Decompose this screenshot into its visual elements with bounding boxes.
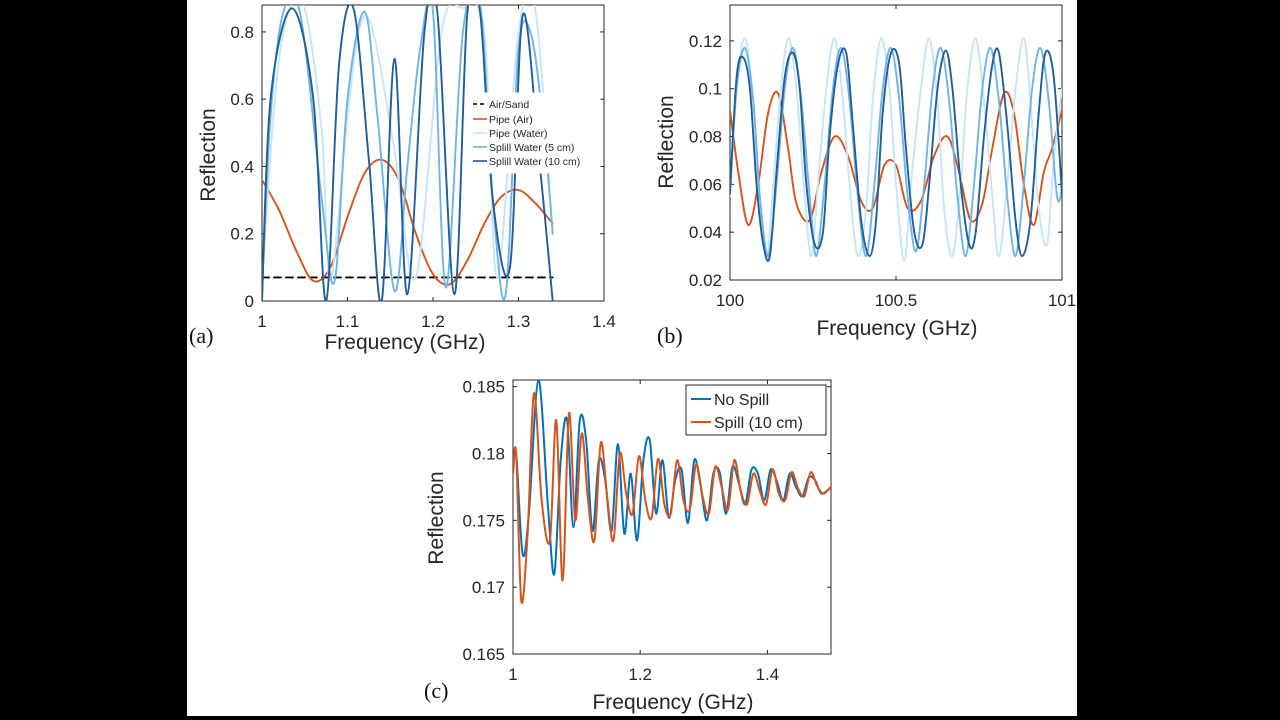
y-tick-label: 0.165 <box>462 645 505 664</box>
x-tick-label: 101 <box>1048 291 1076 310</box>
y-tick-label: 0.175 <box>462 511 505 530</box>
legend-a-spill-5cm: Splill Water (5 cm) <box>489 142 574 154</box>
y-tick-label: 0.02 <box>689 271 722 290</box>
panel-a-ticks: 1 1.1 1.2 1.3 1.4 0 0.2 0.4 0.6 0.8 <box>230 5 616 331</box>
x-tick-label: 1 <box>508 665 517 684</box>
panel-c: 1 1.2 1.4 0.165 0.17 0.175 0.18 0.185 Frequency… <box>424 378 832 714</box>
panel-a: 1 1.1 1.2 1.3 1.4 0 0.2 0.4 0.6 0.8 Frequency (GH… <box>189 4 616 354</box>
panel-b-xlabel: Frequency (GHz) <box>816 317 977 340</box>
series-line-spill-10-cm <box>513 392 831 604</box>
y-tick-label: 0.6 <box>230 90 254 109</box>
x-tick-label: 1.3 <box>507 312 531 331</box>
x-tick-label: 1.4 <box>756 665 780 684</box>
series-line-splill-water-10-cm <box>730 47 1062 262</box>
panel-a-ylabel: Reflection <box>197 108 220 201</box>
panel-a-series <box>262 5 554 301</box>
x-tick-label: 100.5 <box>875 291 918 310</box>
y-tick-label: 0.08 <box>689 128 722 147</box>
y-tick-label: 0.1 <box>698 80 722 99</box>
panel-a-legend: Air/Sand Pipe (Air) Pipe (Water) Splill … <box>467 92 601 174</box>
panel-b-ylabel: Reflection <box>655 95 678 188</box>
panel-b-series <box>730 37 1062 262</box>
series-line-pipe-water <box>262 5 554 282</box>
y-tick-label: 0.18 <box>472 445 505 464</box>
panel-c-legend: No Spill Spill (10 cm) <box>685 384 827 436</box>
panel-c-series <box>513 380 831 604</box>
legend-c-no-spill: No Spill <box>714 392 769 409</box>
panel-c-label: (c) <box>424 678 448 703</box>
y-tick-label: 0.8 <box>230 23 254 42</box>
panel-b: 100 100.5 101 0.02 0.04 0.06 0.08 0.1 0.12 Frequ… <box>655 4 1076 348</box>
legend-a-spill-10cm: Splill Water (10 cm) <box>489 156 580 168</box>
y-tick-label: 0.12 <box>689 32 722 51</box>
legend-a-pipe-water: Pipe (Water) <box>489 128 548 140</box>
y-tick-label: 0.04 <box>689 223 722 242</box>
panel-b-ticks: 100 100.5 101 0.02 0.04 0.06 0.08 0.1 0.12 <box>689 5 1076 310</box>
legend-c-spill-10cm: Spill (10 cm) <box>714 415 803 432</box>
panel-b-label: (b) <box>657 323 683 348</box>
y-tick-label: 0.2 <box>230 225 254 244</box>
x-tick-label: 1.4 <box>592 312 616 331</box>
figure: 1 1.1 1.2 1.3 1.4 0 0.2 0.4 0.6 0.8 Frequency (GH… <box>189 4 1076 714</box>
y-tick-label: 0.4 <box>230 157 254 176</box>
x-tick-label: 1.2 <box>421 312 445 331</box>
y-tick-label: 0.185 <box>462 378 505 397</box>
legend-a-pipe-air: Pipe (Air) <box>489 114 533 126</box>
y-tick-label: 0 <box>245 292 254 311</box>
x-tick-label: 1.1 <box>336 312 360 331</box>
x-tick-label: 1 <box>257 312 266 331</box>
x-tick-label: 1.2 <box>628 665 652 684</box>
y-tick-label: 0.17 <box>472 578 505 597</box>
series-line-splill-water-10-cm <box>262 5 554 301</box>
y-tick-label: 0.06 <box>689 175 722 194</box>
series-line-pipe-air <box>262 158 554 286</box>
panel-c-ticks: 1 1.2 1.4 0.165 0.17 0.175 0.18 0.185 <box>462 378 831 684</box>
x-tick-label: 100 <box>716 291 744 310</box>
panel-c-ylabel: Reflection <box>425 471 448 564</box>
series-line-splill-water-5-cm <box>730 47 1062 258</box>
panel-a-xlabel: Frequency (GHz) <box>324 331 485 354</box>
panel-a-label: (a) <box>189 323 213 348</box>
panel-c-xlabel: Frequency (GHz) <box>592 691 753 714</box>
legend-a-air-sand: Air/Sand <box>489 99 529 111</box>
